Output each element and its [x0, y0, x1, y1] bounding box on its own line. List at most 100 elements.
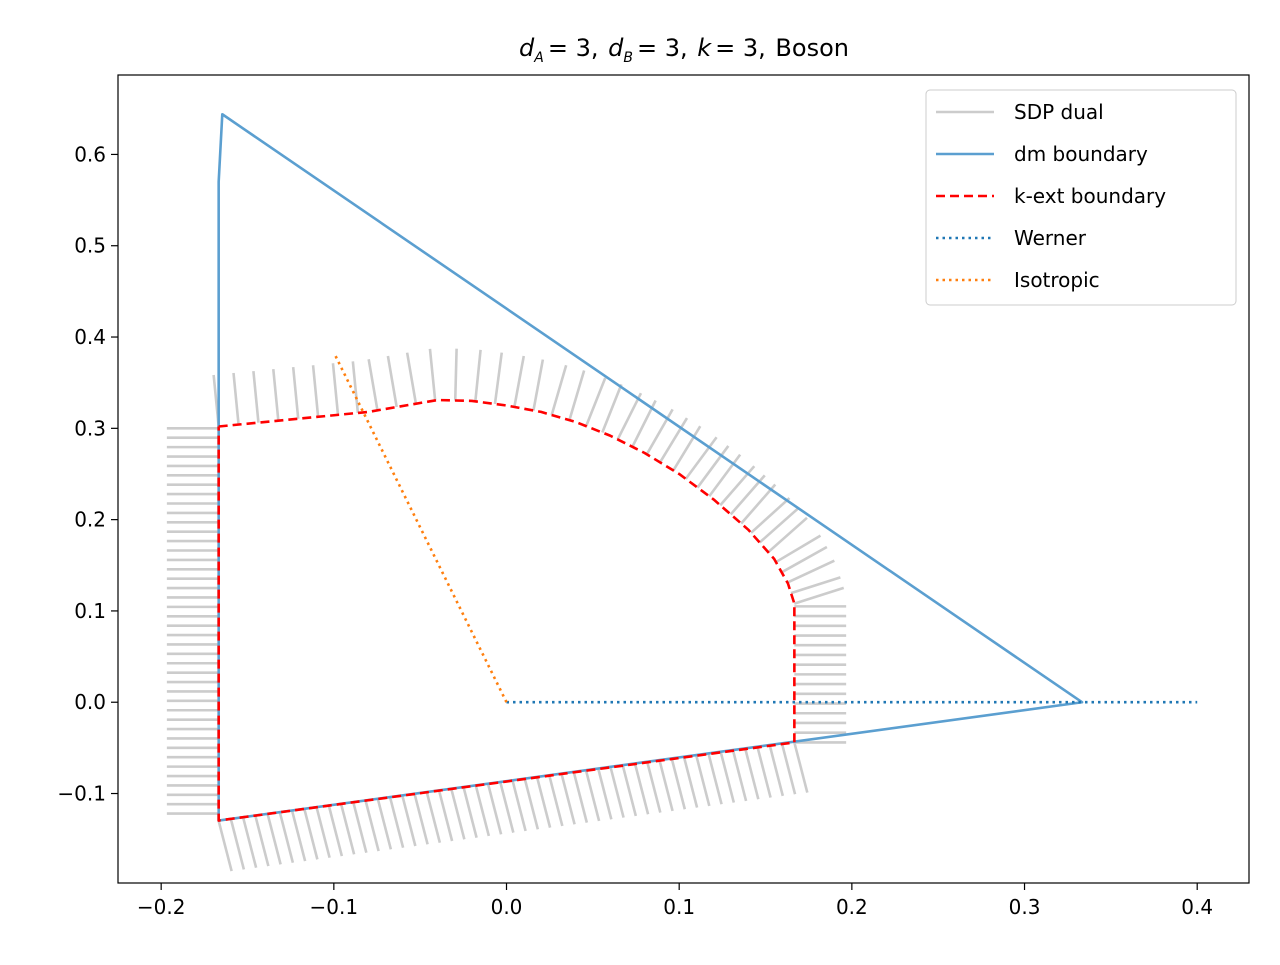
sdp-dual-segment	[695, 755, 711, 807]
plot-clip-group	[166, 112, 1198, 872]
sdp-dual-segment	[790, 576, 841, 595]
sdp-dual-segment	[229, 818, 246, 870]
sdp-dual-segment	[633, 763, 650, 815]
y-tick-label: 0.6	[74, 142, 106, 166]
y-tick-label: 0.5	[74, 234, 106, 258]
sdp-dual-segment	[272, 368, 280, 421]
line-k-ext-boundary	[217, 398, 796, 822]
sdp-dual-segment	[597, 768, 613, 820]
sdp-dual-segment	[241, 817, 258, 869]
sdp-dual-segment	[532, 359, 545, 411]
sdp-dual-segment	[740, 483, 777, 525]
sdp-dual-segment	[331, 363, 340, 415]
sdp-dual-segment	[584, 770, 601, 822]
series-dm-boundary	[217, 112, 1084, 822]
sdp-dual-segment	[707, 753, 723, 805]
sdp-dual-segment	[756, 747, 772, 798]
sdp-dual-segment	[780, 743, 797, 795]
sdp-dual-segment	[513, 355, 526, 408]
series-k-ext-boundary	[217, 398, 796, 822]
sdp-dual-segment	[793, 586, 845, 605]
sdp-dual-segment	[364, 800, 380, 852]
legend-label-k-ext-boundary: k-ext boundary	[1014, 184, 1166, 208]
sdp-dual-segment	[560, 773, 576, 825]
sdp-dual-segment	[719, 752, 736, 803]
sdp-dual-segment	[584, 377, 607, 427]
x-tick-label: −0.2	[137, 895, 186, 919]
x-tick-label: 0.4	[1181, 895, 1213, 919]
sdp-dual-segment	[658, 417, 689, 464]
sdp-dual-segment	[793, 742, 809, 793]
sdp-dual-segment	[744, 748, 760, 800]
sdp-dual-segment	[425, 792, 442, 843]
x-tick-label: 0.0	[491, 895, 523, 919]
legend-frame	[925, 89, 1237, 306]
sdp-dual-segment	[367, 359, 379, 411]
x-tick-label: 0.1	[663, 895, 695, 919]
legend-label-dm-boundary: dm boundary	[1014, 142, 1148, 166]
sdp-dual-segment	[572, 772, 589, 823]
sdp-dual-segment	[315, 807, 331, 859]
sdp-dual-segment	[768, 745, 785, 797]
sdp-dual-segment	[609, 767, 625, 818]
legend: SDP dual dm boundary k-ext boundary Werner I…	[925, 89, 1237, 306]
sdp-dual-segment	[252, 370, 260, 423]
sdp-dual-segment	[254, 815, 270, 867]
sdp-dual-segment	[437, 790, 454, 842]
sdp-dual-segment	[499, 782, 515, 833]
y-tick-label: 0.4	[74, 325, 106, 349]
sdp-dual-segment	[474, 785, 491, 837]
sdp-dual-segment	[290, 810, 307, 862]
sdp-dual-segment	[352, 802, 368, 854]
sdp-dual-segment	[670, 758, 687, 810]
sdp-dual-segment	[428, 348, 437, 401]
sdp-dual-segment	[450, 788, 466, 840]
sdp-dual-segment	[401, 795, 417, 847]
y-tick-label: 0.0	[74, 690, 106, 714]
tick-layer: −0.2 −0.1 0.0 0.1 0.2 0.3 0.4 −0.1 0.0 0.1 0.2 0.3 0…	[57, 142, 1213, 919]
legend-label-werner: Werner	[1014, 226, 1087, 250]
sdp-dual-segment	[386, 355, 398, 408]
sdp-dual-segment	[376, 798, 393, 850]
sdp-dual-segment	[303, 808, 319, 860]
sdp-dual-segment	[486, 783, 503, 835]
sdp-dual-segment	[548, 775, 564, 827]
chart-title: dA = 3, dB = 3, k = 3, Boson	[519, 34, 849, 66]
sdp-dual-segment	[474, 349, 482, 402]
sdp-dual-segment	[388, 797, 405, 848]
sdp-dual-segment	[621, 765, 638, 817]
sdp-dual-segment	[708, 453, 742, 498]
sdp-dual-segment	[684, 436, 718, 480]
y-tick-label: 0.2	[74, 508, 106, 532]
x-tick-label: −0.1	[310, 895, 359, 919]
y-tick-label: −0.1	[57, 782, 106, 806]
sdp-dual-segment	[535, 777, 552, 828]
sdp-dual-segment	[781, 545, 828, 574]
sdp-dual-segment	[462, 787, 478, 838]
sdp-dual-segment	[278, 812, 295, 864]
sdp-dual-segment	[351, 361, 360, 414]
sdp-dual-segment	[682, 757, 699, 808]
sdp-dual-segment	[453, 348, 458, 401]
sdp-dual-segment	[511, 780, 527, 832]
line-dm-boundary	[217, 112, 1084, 822]
sdp-dual-segment	[601, 383, 623, 434]
sdp-dual-segment	[413, 793, 429, 845]
sdp-dual-segment	[493, 352, 504, 405]
sdp-dual-segment	[731, 750, 748, 802]
sdp-dual-segment	[291, 367, 300, 419]
sdp-dual-segment	[658, 760, 674, 812]
sdp-dual-segment	[266, 813, 282, 865]
sdp-dual-segment	[750, 497, 791, 534]
sdp-dual-segment	[786, 559, 835, 584]
sdp-dual-segment	[696, 445, 730, 489]
sdp-dual-segment	[232, 372, 240, 425]
sdp-dual-segment	[327, 805, 344, 857]
sdp-dual-segment	[568, 370, 586, 421]
x-tick-label: 0.3	[1009, 895, 1041, 919]
sdp-dual-segment	[758, 507, 800, 544]
sdp-dual-segment	[775, 534, 822, 564]
axes-frame	[117, 74, 1250, 884]
